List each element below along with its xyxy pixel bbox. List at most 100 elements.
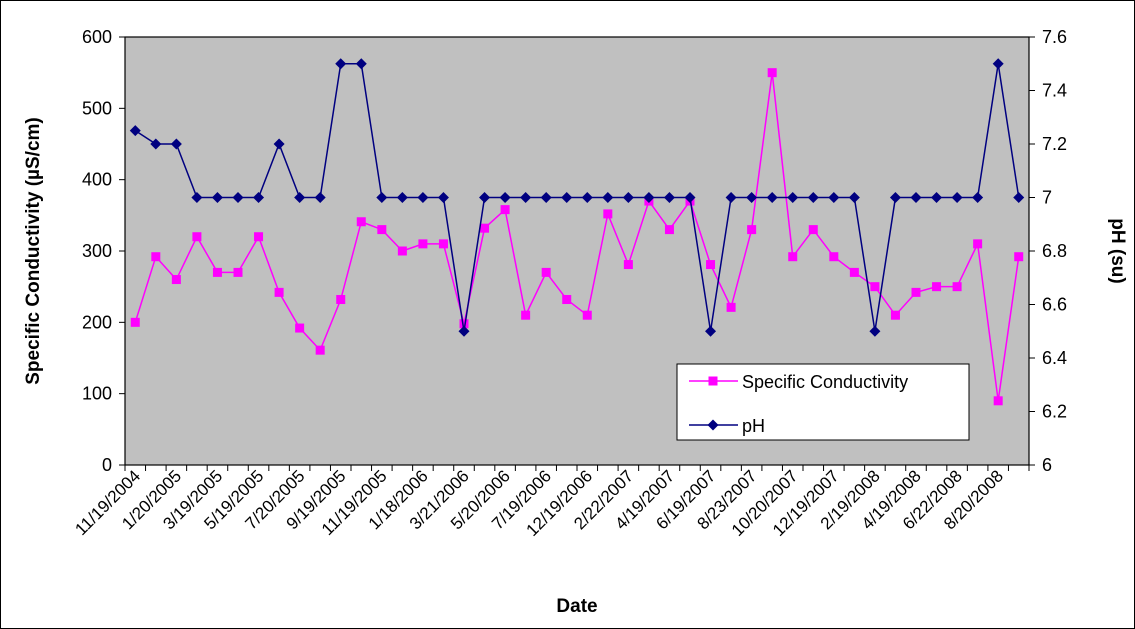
data-point-ph (253, 192, 265, 203)
data-point-conductivity (664, 225, 674, 235)
left-y-tick-label: 400 (82, 170, 112, 190)
data-point-conductivity (541, 267, 551, 277)
right-y-tick-label: 6 (1042, 455, 1052, 475)
right-y-tick-label: 6.2 (1042, 402, 1067, 422)
data-point-conductivity (932, 282, 942, 292)
data-point-ph (396, 192, 408, 203)
right-y-tick-label: 6.6 (1042, 295, 1067, 315)
data-point-ph (992, 58, 1004, 70)
series-layer (129, 58, 1025, 406)
data-point-ph (889, 192, 901, 203)
left-y-tick-label: 200 (82, 312, 112, 332)
right-y-axis-ticks: 6 6.2 6.4 6.6 6.8 7 7.2 7.4 7.6 (1029, 27, 1067, 475)
data-point-conductivity (356, 217, 366, 227)
data-point-conductivity (171, 275, 181, 285)
data-point-ph (828, 192, 840, 203)
data-point-ph (499, 192, 511, 203)
left-y-tick-label: 500 (82, 98, 112, 118)
data-point-conductivity (623, 260, 633, 270)
legend-marker-ph (707, 419, 719, 431)
data-point-ph (520, 192, 532, 203)
data-point-ph (848, 192, 860, 203)
legend-label-conductivity: Specific Conductivity (742, 372, 908, 392)
right-y-axis-title: pH (su) (1107, 218, 1128, 283)
data-point-conductivity (212, 267, 222, 277)
data-point-conductivity (377, 225, 387, 235)
data-point-ph (684, 192, 696, 203)
right-y-tick-label: 7.4 (1042, 81, 1067, 101)
data-point-conductivity (1014, 252, 1024, 262)
data-point-conductivity (254, 232, 264, 242)
x-axis-title: Date (556, 596, 597, 617)
data-point-ph (211, 192, 223, 203)
data-point-conductivity (295, 323, 305, 333)
data-point-ph (129, 125, 141, 137)
left-y-tick-label: 100 (82, 384, 112, 404)
data-point-conductivity (562, 295, 572, 305)
data-point-conductivity (767, 68, 777, 78)
data-point-ph (725, 192, 737, 203)
data-point-conductivity (788, 252, 798, 262)
data-point-conductivity (274, 287, 284, 297)
data-point-conductivity (438, 239, 448, 249)
data-point-conductivity (993, 396, 1003, 406)
right-y-tick-label: 6.8 (1042, 241, 1067, 261)
data-point-ph (479, 192, 491, 203)
data-point-conductivity (870, 282, 880, 292)
data-point-conductivity (459, 319, 469, 329)
left-y-axis-title: Specific Conductivity (µS/cm) (23, 117, 44, 385)
left-y-axis-ticks: 0 100 200 300 400 500 600 (82, 27, 125, 475)
data-point-conductivity (890, 310, 900, 320)
left-y-tick-label: 0 (102, 455, 112, 475)
left-y-tick-label: 600 (82, 27, 112, 47)
data-point-ph (170, 138, 182, 150)
data-point-ph (437, 192, 449, 203)
data-point-conductivity (726, 302, 736, 312)
legend-label-ph: pH (742, 416, 765, 436)
data-point-conductivity (829, 252, 839, 262)
data-point-ph (417, 192, 429, 203)
legend: Specific Conductivity pH (676, 363, 970, 441)
data-point-ph (766, 192, 778, 203)
data-point-conductivity (151, 252, 161, 262)
data-point-conductivity (808, 225, 818, 235)
data-point-ph (602, 192, 614, 203)
data-point-ph (232, 192, 244, 203)
data-point-ph (622, 192, 634, 203)
data-point-ph (335, 58, 347, 70)
legend-box (676, 363, 970, 441)
data-point-conductivity (747, 225, 757, 235)
right-y-tick-label: 7.2 (1042, 134, 1067, 154)
left-y-tick-label: 300 (82, 241, 112, 261)
right-y-tick-label: 7.6 (1042, 27, 1067, 47)
data-point-conductivity (130, 317, 140, 327)
data-point-ph (150, 138, 162, 150)
data-point-ph (294, 192, 306, 203)
data-point-ph (314, 192, 326, 203)
data-point-conductivity (849, 267, 859, 277)
right-y-tick-label: 7 (1042, 188, 1052, 208)
data-point-ph (931, 192, 943, 203)
data-point-conductivity (500, 205, 510, 215)
data-point-ph (561, 192, 573, 203)
data-point-ph (376, 192, 388, 203)
data-point-ph (540, 192, 552, 203)
right-y-tick-label: 6.4 (1042, 348, 1067, 368)
data-point-conductivity (911, 287, 921, 297)
data-point-conductivity (418, 239, 428, 249)
data-point-ph (910, 192, 922, 203)
data-point-ph (972, 192, 984, 203)
x-axis-ticks: 11/19/20041/20/20053/19/20055/19/20057/2… (71, 465, 1030, 540)
data-point-ph (581, 192, 593, 203)
data-point-conductivity (397, 246, 407, 256)
data-point-conductivity (233, 267, 243, 277)
legend-marker-conductivity (708, 376, 718, 386)
data-point-ph (663, 192, 675, 203)
data-point-ph (191, 192, 203, 203)
data-point-ph (746, 192, 758, 203)
data-point-ph (643, 192, 655, 203)
data-point-conductivity (952, 282, 962, 292)
data-point-ph (355, 58, 367, 70)
